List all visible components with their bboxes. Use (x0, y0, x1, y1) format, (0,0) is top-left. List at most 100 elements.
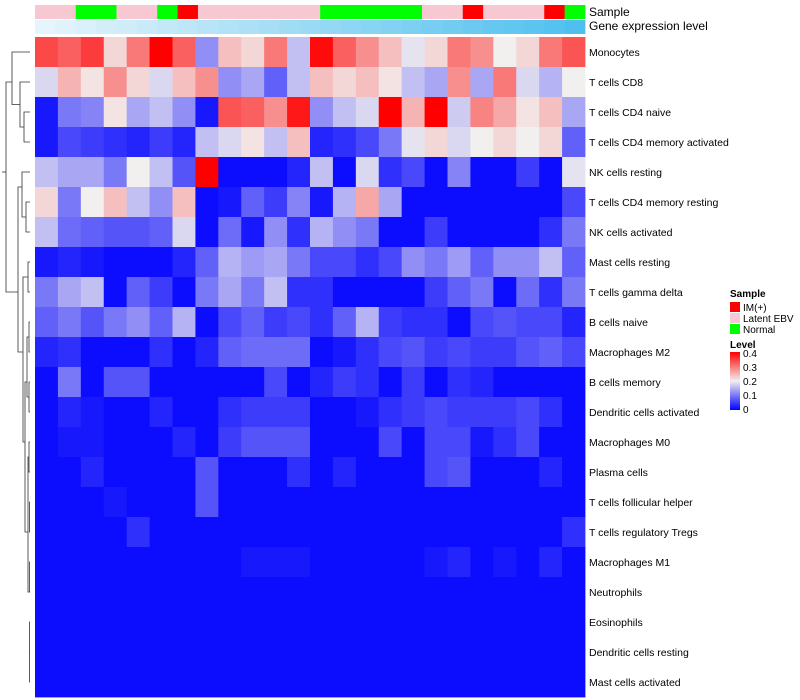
heatmap-cell (264, 187, 288, 218)
heatmap-cell (241, 97, 265, 128)
heatmap-cell (332, 667, 357, 698)
sample-annotation-cell (381, 5, 403, 19)
row-label: T cells CD4 memory activated (589, 137, 729, 149)
heatmap-cell (332, 217, 357, 248)
heatmap-cell (57, 397, 82, 428)
heatmap-cell (195, 187, 219, 218)
heatmap-cell (287, 427, 311, 458)
heatmap-cell (470, 547, 494, 578)
heatmap-cell (332, 157, 357, 188)
heatmap-cell (287, 97, 311, 128)
row-dendrogram (2, 51, 30, 683)
heatmap-cell (126, 667, 150, 698)
heatmap-cell (80, 97, 105, 128)
heatmap-cell (539, 157, 563, 188)
heatmap-cell (378, 127, 403, 158)
heatmap-cell (332, 247, 357, 278)
heatmap-cell (287, 127, 311, 158)
heatmap-cell (470, 517, 494, 548)
heatmap-cell (195, 487, 219, 518)
expression-annotation-cell (218, 20, 240, 34)
heatmap-cell (195, 247, 219, 278)
heatmap-cell (57, 247, 82, 278)
heatmap-cell (35, 97, 59, 128)
heatmap-cell (264, 37, 288, 68)
dendrogram-branch (25, 201, 30, 233)
heatmap-cell (287, 547, 311, 578)
heatmap-cell (149, 397, 173, 428)
heatmap-cell (35, 37, 59, 68)
heatmap-cell (80, 37, 105, 68)
heatmap-cell (310, 247, 334, 278)
expression-annotation-cell (523, 20, 545, 34)
heatmap-cell (493, 547, 517, 578)
heatmap-cell (424, 337, 448, 368)
legend-swatch-latent-ebv (730, 313, 740, 323)
heatmap-cell (562, 367, 586, 398)
heatmap-cell (401, 577, 425, 608)
heatmap-cell (103, 187, 128, 218)
heatmap-cell (241, 577, 265, 608)
heatmap-cell (149, 637, 173, 668)
sample-annotation-cell (320, 5, 341, 19)
heatmap-cell (378, 337, 403, 368)
heatmap-cell (424, 427, 448, 458)
sample-annotation-cell (422, 5, 443, 19)
heatmap-cell (287, 367, 311, 398)
dendrogram-branch (28, 321, 30, 353)
heatmap-cell (57, 37, 82, 68)
heatmap-cell (264, 97, 288, 128)
sample-annotation-cell (462, 5, 484, 19)
heatmap-cell (447, 307, 471, 338)
dendrogram-branch (21, 171, 30, 218)
heatmap-cell (470, 397, 494, 428)
dendrogram-branch (28, 381, 30, 413)
heatmap-cell (332, 427, 357, 458)
heatmap-cell (424, 187, 448, 218)
heatmap-cell (562, 307, 586, 338)
heatmap-cell (401, 277, 425, 308)
heatmap-cell (470, 37, 494, 68)
heatmap-cell (287, 277, 311, 308)
sample-annotation-cell (157, 5, 178, 19)
heatmap-cell (378, 67, 403, 98)
row-label: T cells CD8 (589, 77, 643, 89)
heatmap-cell (516, 667, 540, 698)
heatmap-cell (218, 97, 242, 128)
heatmap-cell (172, 517, 196, 548)
expression-annotation-cell (279, 20, 301, 34)
heatmap-cell (241, 487, 265, 518)
heatmap-cell (424, 247, 448, 278)
expression-annotation-cell (544, 20, 566, 34)
heatmap-cell (149, 607, 173, 638)
heatmap-cell (149, 97, 173, 128)
heatmap-cell (149, 457, 173, 488)
heatmap-cell (264, 157, 288, 188)
heatmap-cell (378, 187, 403, 218)
heatmap-cell (401, 247, 425, 278)
heatmap-cell (562, 247, 586, 278)
heatmap-cell (264, 427, 288, 458)
heatmap-cell (539, 97, 563, 128)
heatmap-cell (195, 67, 219, 98)
heatmap-cell (241, 367, 265, 398)
heatmap-cell (493, 337, 517, 368)
heatmap-cell (378, 607, 403, 638)
heatmap-cell (310, 577, 334, 608)
heatmap-cell (378, 427, 403, 458)
heatmap-cell (539, 367, 563, 398)
heatmap-cell (35, 637, 59, 668)
heatmap-cell (35, 487, 59, 518)
heatmap-cell (264, 217, 288, 248)
heatmap-cell (401, 367, 425, 398)
heatmap-cell (516, 337, 540, 368)
heatmap-cell (80, 607, 105, 638)
heatmap-cell (516, 127, 540, 158)
heatmap-cell (241, 517, 265, 548)
heatmap-cell (218, 427, 242, 458)
heatmap-cell (126, 487, 150, 518)
heatmap-cell (287, 457, 311, 488)
heatmap-cell (149, 577, 173, 608)
heatmap-cell (493, 307, 517, 338)
heatmap-cell (172, 97, 196, 128)
